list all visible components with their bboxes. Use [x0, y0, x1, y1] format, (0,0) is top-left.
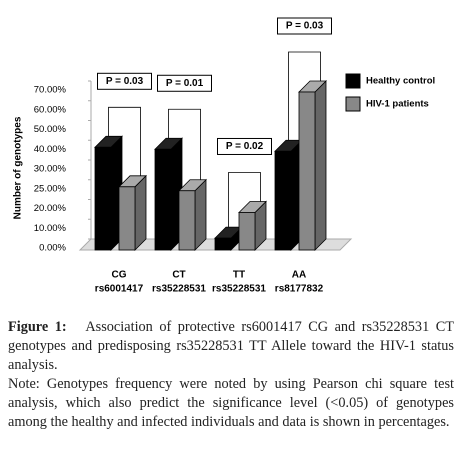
- x-tick-label: CT: [172, 270, 185, 281]
- x-tick-label: TT: [233, 270, 245, 281]
- bar-face: [94, 146, 112, 251]
- y-tick-label: 40.00%: [34, 144, 67, 155]
- annotation: P = 0.03: [106, 76, 144, 87]
- legend-label: HIV-1 patients: [366, 99, 429, 110]
- chart: Number of genotypes 0.00% 10.00% 20.00% 25.…: [13, 17, 435, 295]
- bar: [238, 200, 267, 251]
- legend-swatch: [345, 96, 361, 112]
- x-tick-sublabel: rs35228531: [152, 284, 206, 295]
- x-tick-sublabel: rs6001417: [95, 284, 144, 295]
- y-tick-label: 30.00%: [34, 164, 67, 175]
- bar: [94, 135, 123, 251]
- caption-text: Association of protective rs6001417 CG a…: [8, 319, 454, 373]
- x-tick-sublabel: rs35228531: [212, 284, 266, 295]
- bar: [118, 174, 147, 251]
- annotation-box: [97, 72, 152, 90]
- significance-bracket: [108, 106, 141, 176]
- y-tick-label: 70.00%: [34, 85, 67, 96]
- y-tick-label: 60.00%: [34, 104, 67, 115]
- annotation-box: [157, 74, 212, 92]
- bar-face: [298, 91, 316, 251]
- bar-face: [154, 148, 172, 251]
- caption-note: Note: Genotypes frequency were noted by …: [8, 376, 454, 430]
- bar: [178, 178, 207, 251]
- significance-bracket: [288, 51, 321, 141]
- y-tick-label: 10.00%: [34, 223, 67, 234]
- annotation: P = 0.02: [226, 141, 264, 152]
- x-tick-label: AA: [292, 270, 306, 281]
- y-tick-label: 0.00%: [39, 243, 66, 254]
- bar-face: [118, 186, 136, 251]
- annotation: P = 0.03: [286, 21, 324, 32]
- caption-paragraph: Figure 1: Association of protective rs60…: [8, 318, 454, 375]
- legend-swatch: [345, 73, 361, 89]
- bar-face: [314, 80, 327, 251]
- bar-face: [178, 190, 196, 251]
- x-tick-sublabel: rs8177832: [275, 284, 324, 295]
- bar-face: [274, 150, 292, 251]
- bar: [154, 137, 183, 251]
- bar-face: [238, 212, 256, 251]
- y-tick-label: 25.00%: [34, 183, 67, 194]
- y-axis-label: Number of genotypes: [13, 116, 24, 219]
- legend-label: Healthy control: [366, 76, 435, 87]
- bar-face: [134, 174, 147, 251]
- x-tick-label: CG: [112, 270, 127, 281]
- significance-bracket: [228, 172, 261, 228]
- caption: Figure 1: Association of protective rs60…: [8, 318, 454, 432]
- bar-face: [214, 237, 232, 251]
- annotation-box: [217, 137, 272, 155]
- bar: [298, 80, 327, 251]
- annotation-box: [277, 17, 332, 35]
- y-tick-label: 50.00%: [34, 124, 67, 135]
- bar-face: [194, 178, 207, 251]
- y-tick-label: 20.00%: [34, 203, 67, 214]
- caption-label: Figure 1:: [8, 319, 67, 335]
- significance-bracket: [168, 108, 201, 180]
- annotation: P = 0.01: [166, 78, 204, 89]
- bar: [274, 139, 303, 251]
